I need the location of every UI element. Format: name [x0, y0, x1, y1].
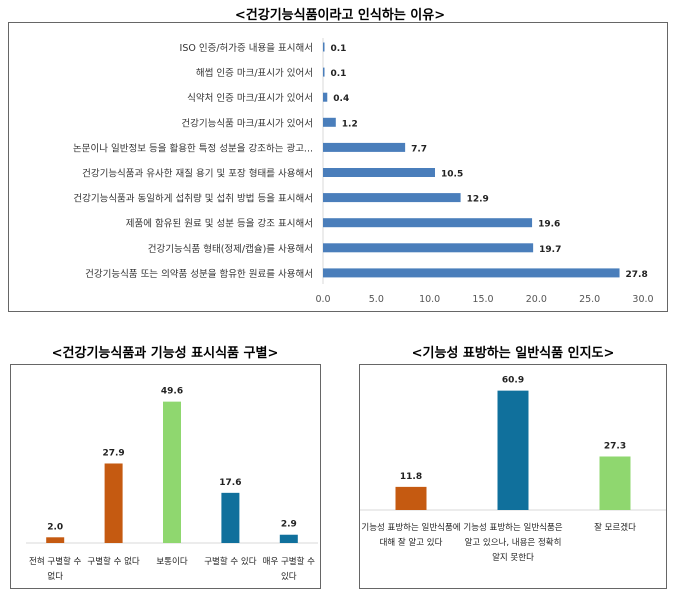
data-label: 10.5 — [441, 170, 463, 180]
category-label: 건강기능식품 마크/표시가 있어서 — [181, 117, 313, 129]
bar — [163, 401, 181, 543]
category-label: 제품에 함유된 원료 및 성분 등을 강조 표시해서 — [126, 218, 313, 230]
bar — [279, 534, 298, 543]
data-label: 27.8 — [626, 270, 648, 280]
bar — [323, 42, 325, 52]
category-label: 구별할 수 있다 — [204, 556, 257, 567]
category-label: 없다 — [47, 572, 63, 582]
bar — [323, 243, 534, 253]
data-label: 7.7 — [411, 144, 427, 154]
data-label: 27.9 — [102, 448, 124, 458]
x-tick-label: 5.0 — [369, 294, 384, 305]
data-label: 17.6 — [219, 478, 241, 488]
data-label: 0.4 — [333, 94, 349, 104]
data-label: 11.8 — [400, 472, 422, 482]
data-label: 12.9 — [467, 195, 489, 205]
bar — [323, 92, 328, 102]
category-label: 매우 구별할 수 — [263, 556, 316, 567]
data-label: 27.3 — [604, 441, 626, 451]
bar — [323, 142, 406, 152]
category-label: 대해 잘 알고 있다 — [380, 537, 443, 548]
category-label: 알고 있으나, 내용은 정확히 — [465, 537, 562, 548]
category-label: ISO 인증/허가증 내용을 표시해서 — [180, 42, 313, 54]
bar — [497, 390, 529, 510]
x-tick-label: 30.0 — [632, 294, 653, 305]
x-tick-label: 25.0 — [579, 294, 600, 305]
x-tick-label: 0.0 — [315, 294, 330, 305]
chart1-title: <건강기능식품이라고 인식하는 이유> — [234, 8, 446, 23]
bar — [323, 193, 461, 203]
data-label: 0.1 — [331, 69, 347, 79]
data-label: 19.6 — [538, 220, 560, 230]
category-label: 잘 모르겠다 — [594, 522, 636, 533]
bar — [46, 537, 65, 543]
data-label: 2.9 — [281, 520, 297, 530]
category-label: 식약처 인증 마크/표시가 있어서 — [187, 92, 313, 104]
bar — [221, 492, 240, 543]
bar — [395, 486, 427, 510]
category-label: 건강기능식품 형태(정제/캡슐)를 사용해서 — [148, 243, 313, 255]
data-label: 19.7 — [539, 245, 561, 255]
category-label: 해썹 인증 마크/표시가 있어서 — [196, 67, 313, 79]
chart1-frame — [8, 22, 668, 312]
chart2-frame — [10, 364, 321, 589]
category-label: 알지 못한다 — [492, 552, 534, 563]
x-tick-label: 15.0 — [472, 294, 493, 305]
category-label: 건강기능식품과 유사한 재질 용기 및 포장 형태를 사용해서 — [82, 168, 313, 180]
category-label: 전혀 구별할 수 — [29, 556, 82, 567]
data-label: 1.2 — [342, 119, 358, 129]
category-label: 건강기능식품 또는 의약품 성분을 함유한 원료를 사용해서 — [85, 268, 313, 280]
x-tick-label: 20.0 — [526, 294, 547, 305]
data-label: 0.1 — [331, 44, 347, 54]
bar — [599, 456, 631, 510]
category-label: 논문이나 일반정보 등을 활용한 특정 성분을 강조하는 광고... — [73, 142, 313, 154]
bar — [323, 67, 325, 77]
data-label: 60.9 — [502, 376, 524, 386]
bar — [323, 117, 336, 127]
chart3-frame — [359, 364, 667, 589]
bar — [323, 218, 533, 228]
chart3-title: <기능성 표방하는 일반식품 인지도> — [411, 346, 615, 361]
category-label: 보통이다 — [156, 556, 187, 567]
data-label: 49.6 — [161, 387, 183, 397]
chart2-title: <건강기능식품과 기능성 표시식품 구별> — [51, 346, 279, 361]
bar — [323, 268, 620, 278]
reasons-bar-chart: ISO 인증/허가증 내용을 표시해서 0.1 해썹 인증 마크/표시가 있어서 0.… — [73, 38, 654, 305]
x-tick-label: 10.0 — [419, 294, 440, 305]
distinction-bar-chart: 2.0 전혀 구별할 수없다 27.9 구별할 수 없다 49.6 보통이다 17.6 구별할… — [26, 387, 318, 582]
bar — [323, 168, 435, 177]
category-label: 건강기능식품과 동일하게 섭취량 및 섭취 방법 등을 표시해서 — [73, 193, 313, 205]
data-label: 2.0 — [47, 522, 63, 532]
bar — [104, 463, 123, 543]
category-label: 기능성 표방하는 일반식품은 — [463, 522, 562, 533]
category-label: 기능성 표방하는 일반식품에 — [361, 522, 460, 533]
category-label: 구별할 수 없다 — [87, 556, 140, 567]
category-label: 있다 — [281, 571, 297, 582]
